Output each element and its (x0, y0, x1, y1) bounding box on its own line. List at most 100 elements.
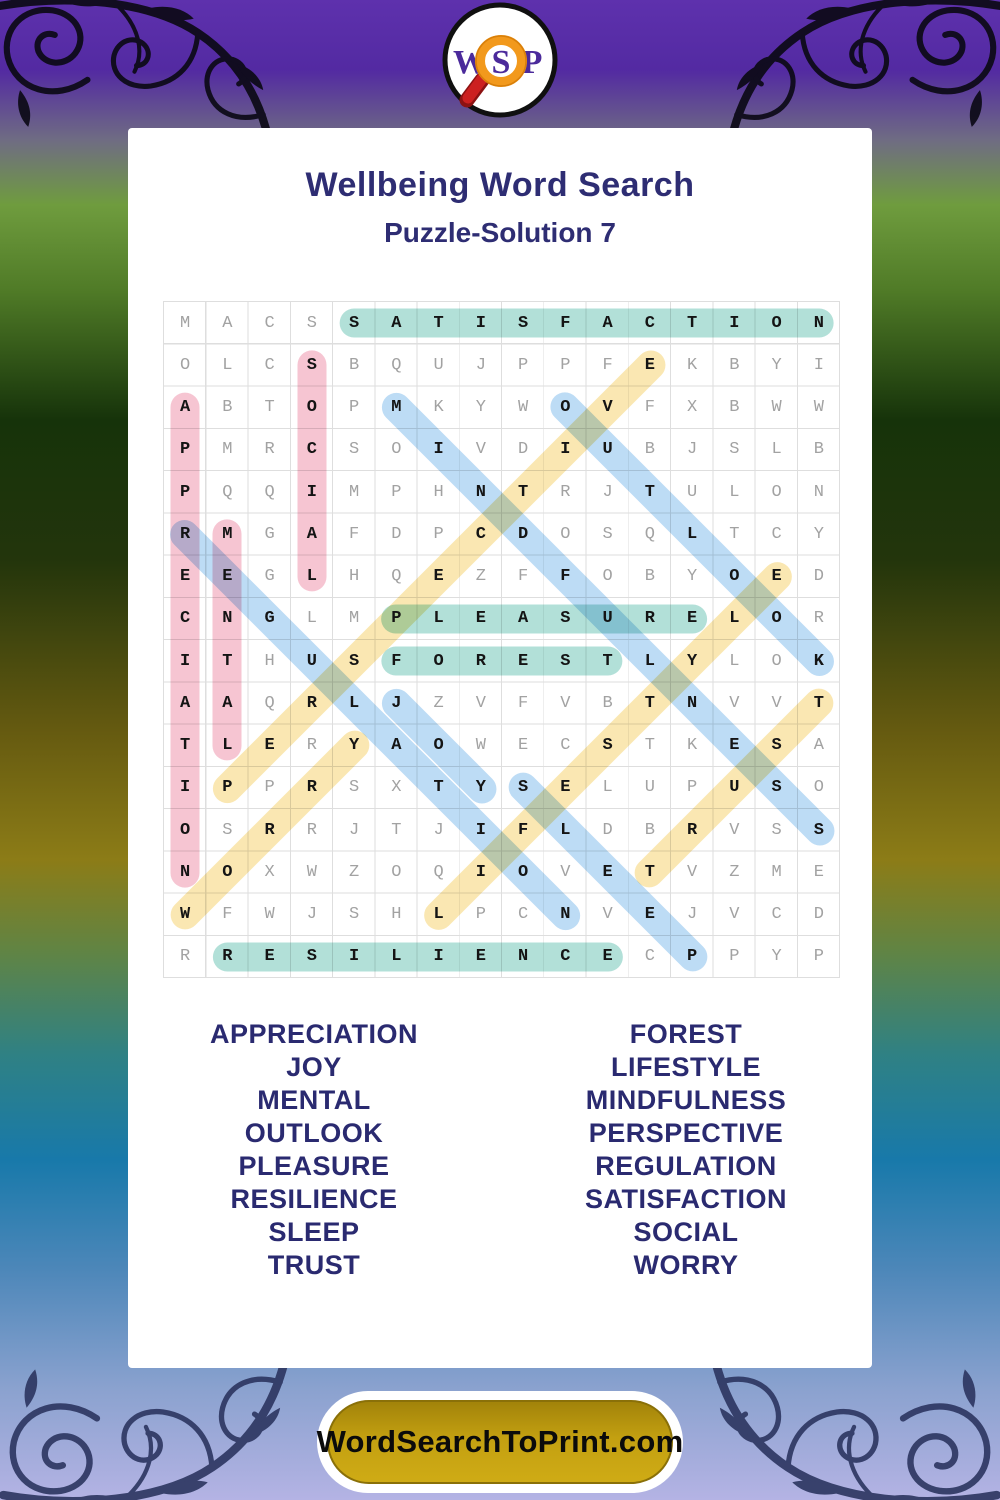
grid-cell: O (306, 398, 317, 418)
grid-cell: I (433, 440, 444, 460)
grid-cell: V (560, 862, 571, 882)
grid-cell: L (222, 736, 233, 756)
grid-cell: L (771, 440, 782, 460)
grid-cell: S (729, 440, 740, 460)
magnifier-ring-icon (475, 35, 527, 87)
grid-cell: K (687, 355, 698, 375)
word-list-item: RESILIENCE (230, 1184, 398, 1214)
grid-cell: A (180, 398, 191, 418)
grid-cell: U (602, 609, 613, 629)
grid-cell: N (687, 693, 698, 713)
word-list-item: SLEEP (268, 1217, 360, 1247)
grid-cell: V (771, 693, 782, 713)
grid-cell: E (644, 355, 655, 375)
grid-cell: A (391, 313, 402, 333)
grid-cell: N (222, 609, 233, 629)
grid-cell: W (180, 905, 191, 925)
grid-cell: S (306, 355, 317, 375)
grid-cell: H (433, 482, 444, 502)
grid-cell: E (813, 862, 824, 882)
grid-cell: R (475, 651, 486, 671)
highlight-forest (381, 646, 623, 676)
grid-cell: W (771, 398, 782, 418)
grid-cell: O (771, 482, 782, 502)
grid-cell: N (475, 482, 486, 502)
word-list-item: MINDFULNESS (585, 1085, 787, 1115)
grid-cell: A (222, 693, 233, 713)
grid-cell: M (349, 609, 360, 629)
grid-cell: P (180, 440, 191, 460)
grid-cell: T (433, 778, 444, 798)
page-title: Wellbeing Word Search (305, 166, 695, 204)
grid-cell: R (306, 778, 317, 798)
grid-cell: L (602, 778, 613, 798)
word-grid: M A C S S A T I S F A C T I O N O L C S B Q U J P P F E K B Y I A B T O P M K Y… (163, 301, 840, 978)
website-button[interactable]: WordSearchToPrint.com (317, 1400, 683, 1484)
word-list-item: PERSPECTIVE (588, 1118, 784, 1148)
grid-cell: S (602, 736, 613, 756)
grid-cell: G (264, 567, 275, 587)
grid-cell: L (391, 947, 402, 967)
grid-cell: S (222, 820, 233, 840)
grid-cell: S (560, 651, 571, 671)
grid-cell: T (729, 524, 740, 544)
puzzle-card: Wellbeing Word Search Puzzle-Solution 7 … (128, 128, 872, 1368)
grid-cell: M (222, 440, 233, 460)
grid-cell: R (264, 820, 275, 840)
grid-cell: R (306, 736, 317, 756)
grid-cell: O (433, 651, 444, 671)
grid-cell: I (560, 440, 571, 460)
grid-cell: V (729, 820, 740, 840)
grid-cell: A (222, 313, 233, 333)
grid-cell: T (602, 651, 613, 671)
grid-cell: O (518, 862, 529, 882)
grid-cell: O (433, 736, 444, 756)
grid-cell: P (475, 905, 486, 925)
grid-cell: O (602, 567, 613, 587)
logo-letter-p: P (522, 44, 543, 81)
grid-cell: Y (771, 355, 782, 375)
grid-cell: H (349, 567, 360, 587)
highlight-pleasure (381, 604, 708, 634)
grid-cell: P (687, 778, 698, 798)
word-list-right-column: FOREST LIFESTYLE MINDFULNESS PERSPECTIVE REG… (500, 1018, 872, 1282)
grid-cell: E (264, 736, 275, 756)
grid-cell: E (560, 778, 571, 798)
word-list-item: FOREST (629, 1019, 743, 1049)
grid-cell: G (264, 609, 275, 629)
grid-cell: J (687, 440, 698, 460)
grid-cell: I (475, 313, 486, 333)
grid-cell: R (264, 440, 275, 460)
grid-cell: S (349, 651, 360, 671)
grid-cell: P (518, 355, 529, 375)
grid-cell: F (602, 355, 613, 375)
grid-cell: M (222, 524, 233, 544)
grid-cell: S (518, 313, 529, 333)
grid-cell: P (222, 778, 233, 798)
grid-cell: X (264, 862, 275, 882)
grid-cell: J (475, 355, 486, 375)
grid-cell: R (813, 609, 824, 629)
grid-cell: H (264, 651, 275, 671)
word-list-item: MENTAL (257, 1085, 371, 1115)
grid-cell: S (771, 778, 782, 798)
grid-cell: U (602, 440, 613, 460)
grid-cell: P (729, 947, 740, 967)
grid-cell: N (180, 862, 191, 882)
grid-cell: E (687, 609, 698, 629)
grid-cell: D (518, 440, 529, 460)
grid-cell: E (264, 947, 275, 967)
grid-cell: D (813, 567, 824, 587)
grid-cell: F (391, 651, 402, 671)
grid-cell: L (349, 693, 360, 713)
grid-letters-layer: M A C S S A T I S F A C T I O N O L C S B Q U J P P F E K B Y I A B T O P M K Y… (164, 302, 840, 978)
grid-cell: L (433, 609, 444, 629)
grid-cell: O (813, 778, 824, 798)
wsp-logo[interactable]: W P S (440, 1, 560, 119)
grid-cell: C (264, 355, 275, 375)
grid-cell: E (771, 567, 782, 587)
grid-cell: T (644, 482, 655, 502)
page-subtitle: Puzzle-Solution 7 (384, 217, 616, 248)
grid-cell: S (349, 440, 360, 460)
